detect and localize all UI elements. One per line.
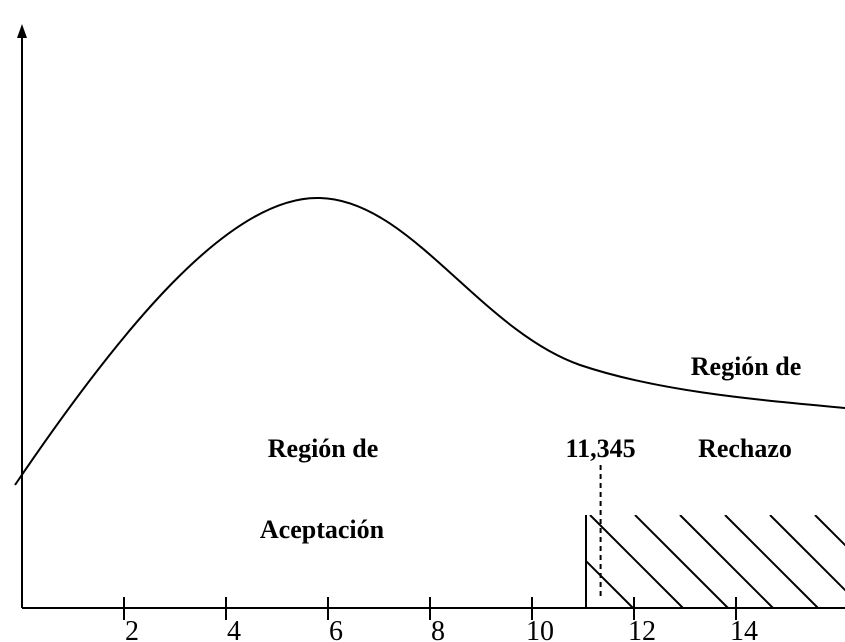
- x-tick-label: 8: [431, 616, 445, 642]
- x-tick-label: 12: [628, 616, 656, 642]
- rejection-label: Región de: [691, 352, 802, 381]
- x-tick-label: 2: [125, 616, 139, 642]
- x-tick-label: 6: [329, 616, 343, 642]
- acceptance-label: Región de: [268, 434, 379, 463]
- critical-value-label: 11,345: [566, 434, 636, 463]
- rejection-label: Rechazo: [698, 434, 792, 463]
- x-tick-label: 4: [227, 616, 241, 642]
- y-axis-arrow: [17, 24, 27, 38]
- acceptance-label: Aceptación: [260, 515, 385, 544]
- x-tick-label: 14: [730, 616, 758, 642]
- x-tick-label: 10: [526, 616, 554, 642]
- density-curve: [14, 196, 845, 486]
